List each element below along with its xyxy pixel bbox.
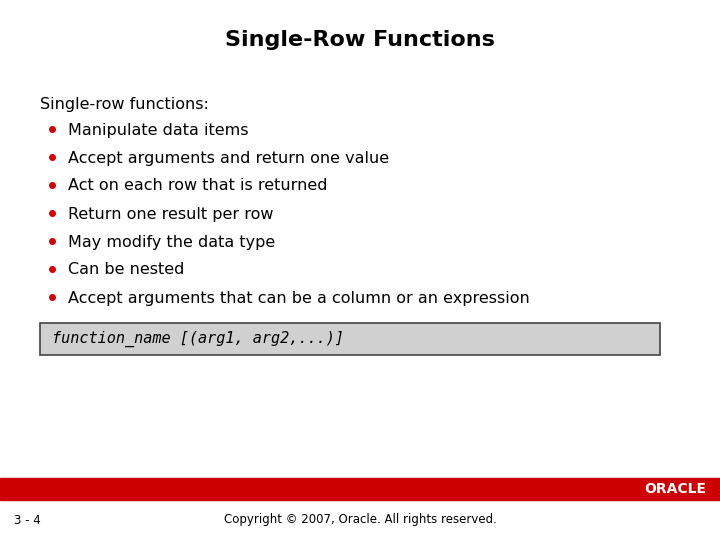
Text: Act on each row that is returned: Act on each row that is returned: [68, 179, 328, 193]
Text: Single-row functions:: Single-row functions:: [40, 98, 209, 112]
Text: Accept arguments and return one value: Accept arguments and return one value: [68, 151, 389, 165]
Text: Can be nested: Can be nested: [68, 262, 184, 278]
Text: Copyright © 2007, Oracle. All rights reserved.: Copyright © 2007, Oracle. All rights res…: [224, 514, 496, 526]
Text: function_name [(arg1, arg2,...)]: function_name [(arg1, arg2,...)]: [52, 331, 344, 347]
Text: 3 - 4: 3 - 4: [14, 514, 41, 526]
Text: ORACLE: ORACLE: [644, 482, 706, 496]
Text: Single-Row Functions: Single-Row Functions: [225, 30, 495, 50]
Text: Manipulate data items: Manipulate data items: [68, 123, 248, 138]
FancyBboxPatch shape: [40, 323, 660, 355]
Text: Accept arguments that can be a column or an expression: Accept arguments that can be a column or…: [68, 291, 530, 306]
Bar: [0, 478, 720, 500]
Text: Return one result per row: Return one result per row: [68, 206, 274, 221]
Text: May modify the data type: May modify the data type: [68, 234, 275, 249]
